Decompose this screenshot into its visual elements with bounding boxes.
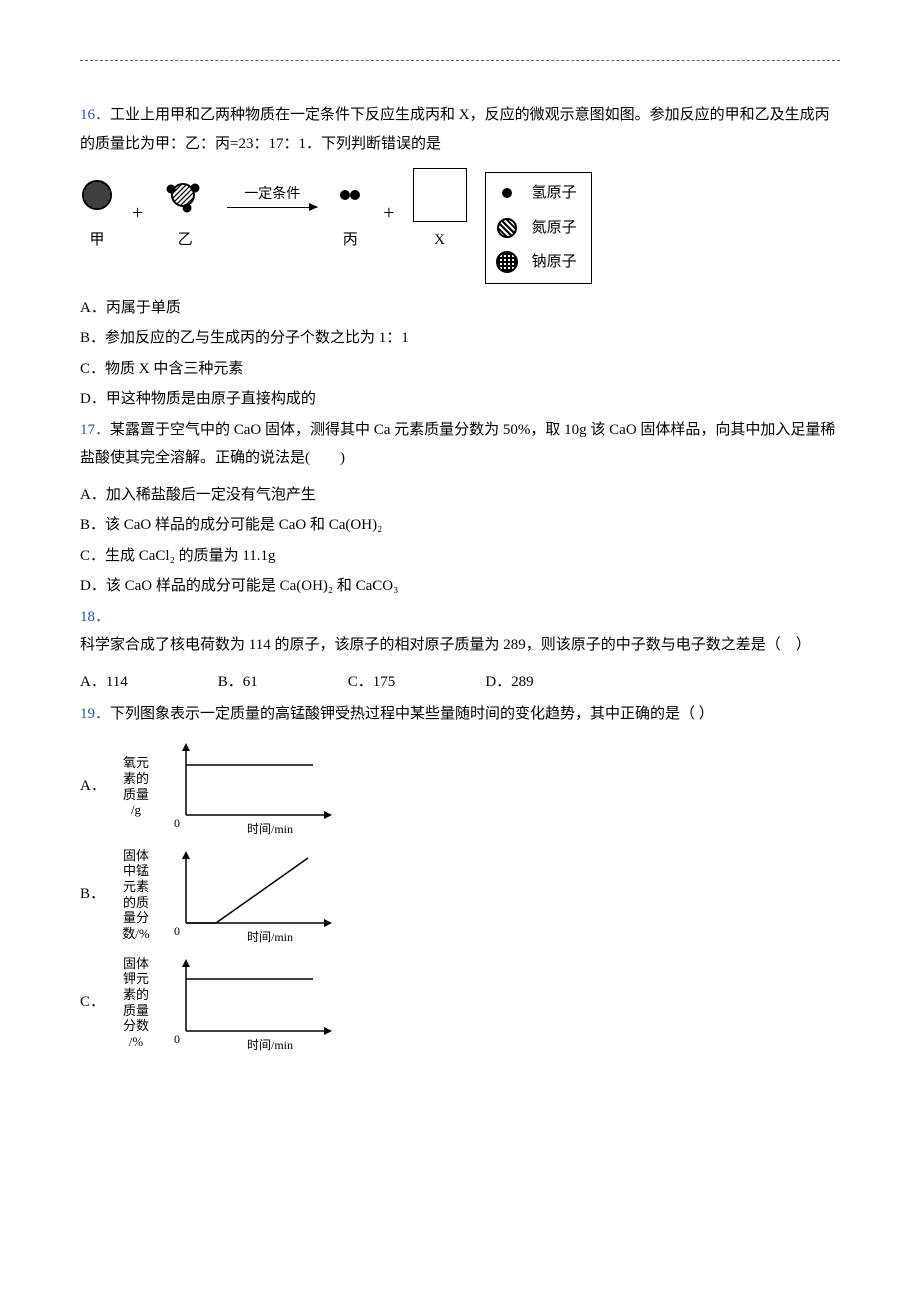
plus-icon: + [132, 194, 143, 232]
h2-molecule-icon [335, 185, 365, 205]
q18-number: 18． [80, 609, 110, 625]
q19-c-ylabel: 固体 钾元 素的 质量 分数 /% [114, 956, 158, 1050]
q16-body: 工业上用甲和乙两种物质在一定条件下反应生成丙和 X，反应的微观示意图如图。参加反… [80, 107, 830, 152]
page-top-divider [80, 60, 840, 61]
q16-text: 16．工业上用甲和乙两种物质在一定条件下反应生成丙和 X，反应的微观示意图如图。… [80, 101, 840, 158]
q19-b-ylabel: 固体 中锰 元素 的质 量分 数/% [114, 848, 158, 942]
q17-text: 17．某露置于空气中的 CaO 固体，测得其中 Ca 元素质量分数为 50%，取… [80, 416, 840, 473]
legend-label-na: 钠原子 [532, 248, 577, 277]
q17-number: 17． [80, 422, 110, 438]
q19-a-letter: A． [80, 772, 104, 801]
q18-options: A．114 B．61 C．175 D．289 [80, 668, 840, 697]
q18-text: 18． 科学家合成了核电荷数为 114 的原子，该原子的相对原子质量为 289，则… [80, 603, 840, 660]
q16-option-a: A．丙属于单质 [80, 294, 840, 323]
q19-body: 下列图象表示一定质量的高锰酸钾受热过程中某些量随时间的变化趋势，其中正确的是（ … [110, 706, 714, 722]
svg-text:时间/min: 时间/min [247, 930, 293, 944]
q17-option-a: A．加入稀盐酸后一定没有气泡产生 [80, 481, 840, 510]
q18-body: 科学家合成了核电荷数为 114 的原子，该原子的相对原子质量为 289，则该原子… [80, 637, 811, 653]
sodium-atom-icon [496, 251, 518, 273]
q16-number: 16． [80, 107, 110, 123]
reaction-equation: 甲 + 乙 [80, 172, 467, 255]
legend-label-n: 氮原子 [532, 214, 577, 243]
q19-b-letter: B． [80, 880, 104, 909]
q17-body: 某露置于空气中的 CaO 固体，测得其中 Ca 元素质量分数为 50%，取 10… [80, 422, 835, 467]
q19-number: 19． [80, 706, 110, 722]
svg-text:0: 0 [174, 924, 180, 938]
legend-row-h: 氢原子 [496, 179, 577, 208]
hydrogen-atom-icon [502, 188, 512, 198]
q19-b-plot: 0 时间/min [168, 845, 338, 945]
atom-legend: 氢原子 氮原子 钠原子 [485, 172, 592, 284]
label-jia: 甲 [89, 226, 104, 255]
legend-label-h: 氢原子 [532, 179, 577, 208]
reactant-jia: 甲 [80, 172, 114, 255]
q19-chart-a: A． 氧元 素的 质量 /g 0 时间/min [80, 737, 840, 837]
sodium-atom-icon [80, 178, 114, 212]
svg-text:时间/min: 时间/min [247, 822, 293, 836]
nitrogen-atom-icon [497, 218, 517, 238]
q16-option-d: D．甲这种物质是由原子直接构成的 [80, 385, 840, 414]
label-yi: 乙 [178, 226, 193, 255]
q18-option-c: C．175 [348, 668, 396, 697]
svg-text:0: 0 [174, 1032, 180, 1046]
q19-chart-c: C． 固体 钾元 素的 质量 分数 /% 0 时间/min [80, 953, 840, 1053]
legend-row-n: 氮原子 [496, 214, 577, 243]
legend-row-na: 钠原子 [496, 248, 577, 277]
product-bing: 丙 [335, 172, 365, 255]
q19-a-ylabel: 氧元 素的 质量 /g [114, 755, 158, 817]
unknown-product-box [413, 168, 467, 222]
q19-chart-b: B． 固体 中锰 元素 的质 量分 数/% 0 时间/min [80, 845, 840, 945]
q17-option-d: D．该 CaO 样品的成分可能是 Ca(OH)₂ 和 CaCO₃ [80, 572, 840, 601]
product-x: X [413, 172, 467, 255]
q18-option-a: A．114 [80, 668, 128, 697]
reaction-arrow: 一定条件 [227, 172, 317, 255]
q17-option-c: C．生成 CaCl₂ 的质量为 11.1g [80, 542, 840, 571]
ammonia-molecule-icon [161, 175, 209, 215]
plus-icon: + [383, 194, 394, 232]
q18-option-b: B．61 [218, 668, 258, 697]
q16-reaction-diagram: 甲 + 乙 [80, 172, 840, 284]
arrow-condition-text: 一定条件 [244, 182, 300, 209]
arrow-line-icon [227, 207, 317, 208]
q19-c-plot: 0 时间/min [168, 953, 338, 1053]
q16-option-c: C．物质 X 中含三种元素 [80, 355, 840, 384]
svg-text:时间/min: 时间/min [247, 1038, 293, 1052]
q16-option-b: B．参加反应的乙与生成丙的分子个数之比为 1：1 [80, 324, 840, 353]
reactant-yi: 乙 [161, 172, 209, 255]
q19-text: 19．下列图象表示一定质量的高锰酸钾受热过程中某些量随时间的变化趋势，其中正确的… [80, 700, 840, 729]
q18-option-d: D．289 [485, 668, 533, 697]
label-bing: 丙 [343, 226, 358, 255]
q19-c-letter: C． [80, 988, 104, 1017]
svg-text:0: 0 [174, 816, 180, 830]
q17-option-b: B．该 CaO 样品的成分可能是 CaO 和 Ca(OH)₂ [80, 511, 840, 540]
label-x: X [434, 226, 445, 255]
q19-a-plot: 0 时间/min [168, 737, 338, 837]
